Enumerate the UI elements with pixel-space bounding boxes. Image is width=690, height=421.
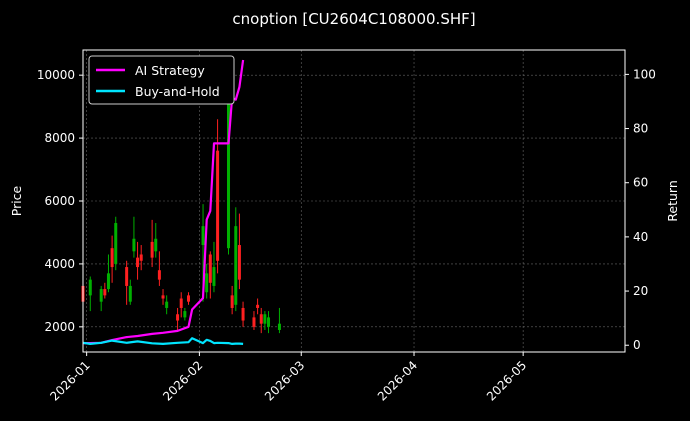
- y2-axis-ticks: 0 20 40 60 80 100: [625, 67, 656, 352]
- candle-body: [125, 267, 129, 286]
- y2-tick-label: 80: [633, 122, 648, 136]
- y2-tick-label: 40: [633, 230, 648, 244]
- line-series: [82, 59, 245, 345]
- candle-body: [277, 323, 281, 330]
- legend-label-buy-and-hold: Buy-and-Hold: [135, 84, 220, 99]
- candle-body: [205, 273, 209, 293]
- candle-body: [157, 270, 161, 280]
- y-tick-label: 10000: [37, 68, 75, 82]
- y2-tick-label: 100: [633, 67, 656, 81]
- legend-label-ai-strategy: AI Strategy: [135, 63, 205, 78]
- y-tick-label: 6000: [44, 194, 75, 208]
- candle-body: [103, 289, 107, 296]
- candle-body: [216, 150, 220, 261]
- candle-body: [227, 78, 231, 249]
- candle-body: [154, 238, 158, 252]
- y-tick-label: 8000: [44, 131, 75, 145]
- candle-body: [186, 295, 190, 302]
- buy-and-hold-line: [82, 337, 244, 345]
- candle-body: [237, 245, 241, 280]
- ai-strategy-line: [83, 59, 245, 345]
- candle-body: [234, 226, 238, 305]
- y-tick-label: 2000: [44, 320, 75, 334]
- y2-axis-label: Return: [665, 180, 680, 221]
- candle-body: [128, 285, 132, 302]
- candle-body: [106, 273, 110, 290]
- candle-body: [132, 238, 136, 252]
- y-tick-label: 4000: [44, 257, 75, 271]
- candle-body: [99, 289, 103, 302]
- candle-body: [212, 267, 216, 286]
- candle-body: [263, 314, 267, 324]
- candle-body: [208, 254, 212, 283]
- candle-body: [241, 307, 245, 321]
- candle-body: [176, 314, 180, 321]
- legend: AI Strategy Buy-and-Hold: [88, 55, 235, 105]
- candle-body: [179, 298, 183, 308]
- candle-body: [139, 254, 143, 261]
- candle-body: [252, 317, 256, 327]
- y2-tick-label: 60: [633, 176, 648, 190]
- candle-body: [110, 248, 114, 268]
- candle-body: [267, 317, 271, 327]
- y-axis-label: Price: [9, 185, 24, 216]
- candle-body: [183, 311, 187, 318]
- legend-box: [88, 55, 235, 105]
- candle-body: [161, 295, 165, 299]
- candle-body: [230, 295, 234, 308]
- candle-body: [136, 257, 140, 268]
- candle-body: [256, 304, 260, 308]
- y2-tick-label: 20: [633, 284, 648, 298]
- candle-body: [259, 314, 263, 324]
- candle-body: [165, 301, 169, 308]
- candle-body: [88, 279, 92, 296]
- chart-title: cnoption [CU2604C108000.SHF]: [232, 10, 475, 28]
- y-axis-ticks: 2000 4000 6000 8000 10000: [37, 68, 83, 334]
- y2-tick-label: 0: [633, 338, 641, 352]
- candle-body: [150, 241, 154, 258]
- candle-body: [114, 223, 118, 264]
- candle-body: [201, 226, 205, 246]
